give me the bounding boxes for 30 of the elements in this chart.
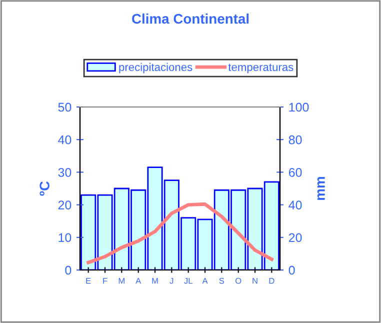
y2-tick-label: 60 — [288, 168, 302, 177]
y2-tick-label: 20 — [288, 233, 302, 242]
x-tick-label: S — [219, 278, 224, 284]
y-axis-title: ºC — [40, 181, 50, 196]
x-tick-label: M — [118, 278, 124, 284]
x-tick-label: O — [235, 278, 242, 284]
y-tick-label: 0 — [65, 266, 72, 275]
y2-tick-label: 100 — [289, 102, 309, 112]
legend-label: temperaturas — [228, 64, 294, 74]
y-tick-label: 20 — [58, 200, 72, 210]
chart-title: Clima Continental — [132, 14, 249, 24]
x-tick-label: A — [202, 278, 208, 284]
x-tick-label: A — [136, 278, 142, 284]
y2-tick-label: 40 — [288, 200, 302, 210]
y2-tick-label: 0 — [288, 266, 295, 275]
y-tick-label: 10 — [58, 233, 72, 242]
x-tick-label: F — [103, 278, 108, 284]
line-series — [86, 202, 274, 264]
x-tick-label: N — [252, 278, 258, 284]
y2-axis-title: mm — [317, 177, 325, 200]
x-tick-label: D — [269, 278, 274, 284]
x-tick-label: JL — [184, 278, 192, 284]
x-tick-label: M — [152, 278, 158, 284]
y2-tick-label: 80 — [288, 135, 302, 144]
y-tick-label: 50 — [58, 102, 72, 112]
y-tick-label: 40 — [58, 135, 72, 144]
legend-label: precipitaciones — [119, 62, 192, 74]
x-tick-label: J — [170, 278, 174, 284]
x-tick-label: E — [86, 278, 91, 284]
y-tick-label: 30 — [58, 168, 72, 177]
